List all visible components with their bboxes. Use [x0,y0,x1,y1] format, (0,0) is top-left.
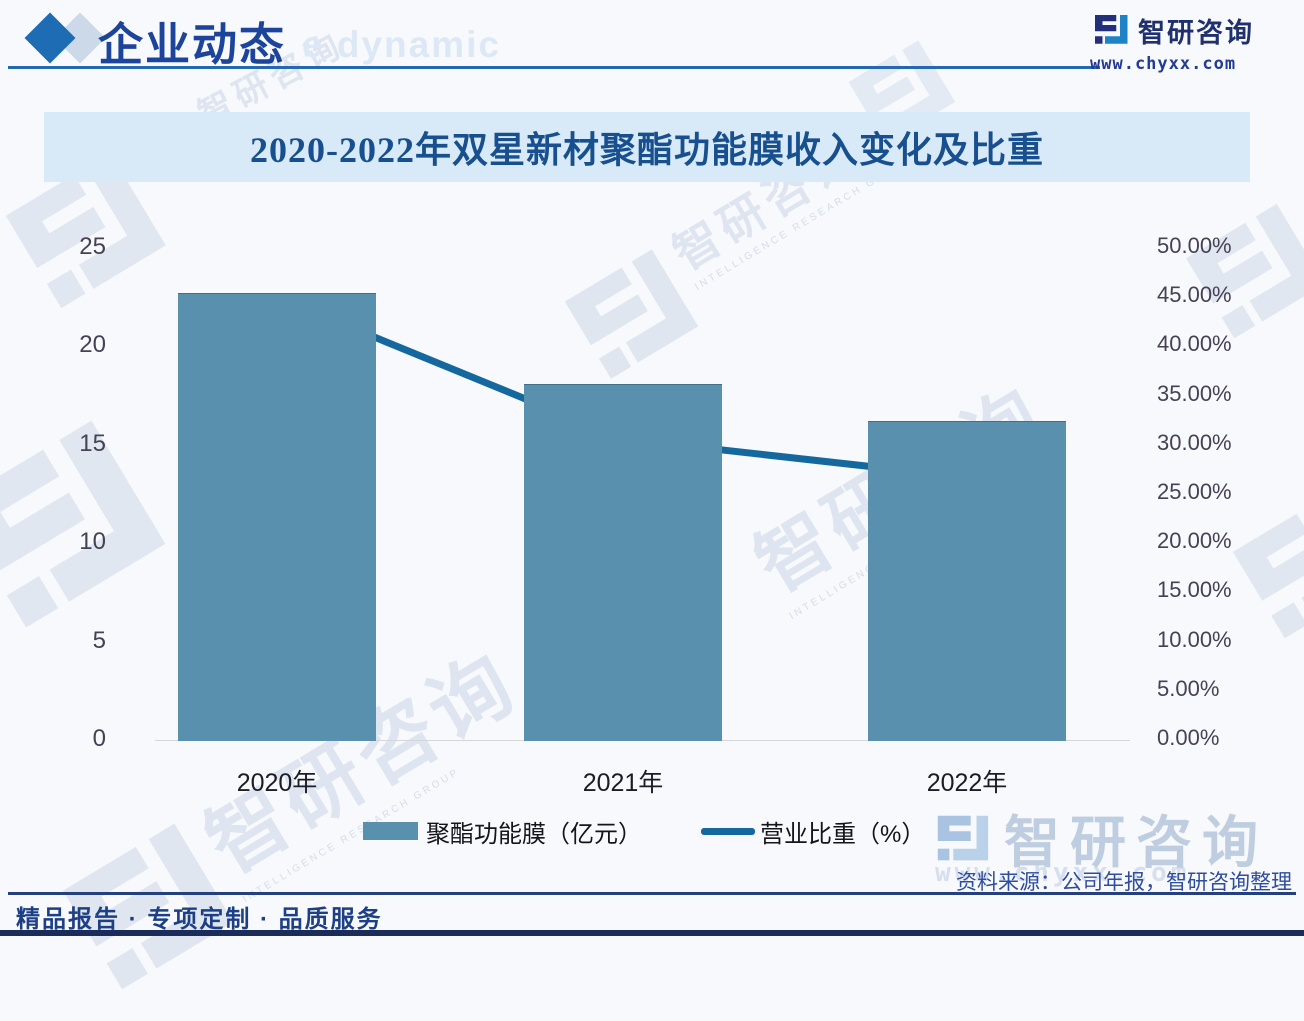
footer-tagline: 精品报告 · 专项定制 · 品质服务 [16,906,383,933]
page-header: e dynamic 企业动态 智研咨询 www.chyxx.com [0,0,1304,80]
y-axis-right: 50.00% 45.00% 40.00% 35.00% 30.00% 25.00% 20.0… [1157,233,1252,750]
y-axis-left: 25 20 15 10 5 0 [40,233,106,752]
y-tick: 25.00% [1157,479,1232,504]
brand-block: 智研咨询 www.chyxx.com [1090,10,1290,74]
plot-area: 2020年 2021年 2022年 [155,248,1130,797]
y-tick: 10 [79,528,106,556]
header-title-watermark: e dynamic [302,24,501,65]
y-tick: 10.00% [1157,626,1232,652]
y-tick: 25 [79,233,106,260]
y-tick: 30.00% [1157,429,1232,455]
chart-title: 2020-2022年双星新材聚酯功能膜收入变化及比重 [250,130,1044,170]
x-tick-2021年: 2021年 [582,769,664,797]
y-tick: 0.00% [1157,725,1220,750]
chart-title-banner: 2020-2022年双星新材聚酯功能膜收入变化及比重 [44,112,1250,182]
y-tick: 50.00% [1157,233,1232,258]
y-tick: 15.00% [1157,577,1232,603]
y-tick: 0 [92,725,106,752]
header-divider [8,66,1100,69]
page-title: 企业动态 [98,20,287,70]
legend-line-label: 营业比重（%） [760,821,926,848]
brand-url: www.chyxx.com [1090,54,1237,74]
bar-2022年 [868,421,1066,741]
y-tick: 5.00% [1157,675,1220,701]
y-tick: 40.00% [1157,331,1232,357]
y-tick: 20 [79,331,106,359]
chart-legend: 聚酯功能膜（亿元） 营业比重（%） [0,808,1304,858]
y-tick: 5 [92,626,106,654]
bar-2020年 [178,293,376,741]
x-tick-2022年: 2022年 [926,769,1008,797]
brand-watermark-footer-text: 智研咨询 [1004,811,1268,874]
brand-watermark-footer: 智研咨询 [930,798,1268,879]
legend-bar-swatch [363,822,418,840]
footer-divider [8,892,1296,895]
brand-logo-icon-large [937,815,989,860]
y-tick: 35.00% [1157,380,1232,406]
x-tick-2020年: 2020年 [236,769,318,797]
bar-2021年 [524,383,722,741]
y-tick: 15 [79,429,106,457]
y-tick: 45.00% [1157,282,1232,308]
legend-line-swatch [701,828,755,835]
legend-bar-label: 聚酯功能膜（亿元） [426,821,642,848]
brand-logo-icon [1095,15,1128,44]
diamond-icon-dark [24,12,76,64]
brand-name: 智研咨询 [1138,17,1254,48]
y-tick: 20.00% [1157,528,1232,554]
bottom-edge-strip [0,930,1304,936]
source-note: 资料来源：公司年报，智研咨询整理 [956,871,1292,894]
